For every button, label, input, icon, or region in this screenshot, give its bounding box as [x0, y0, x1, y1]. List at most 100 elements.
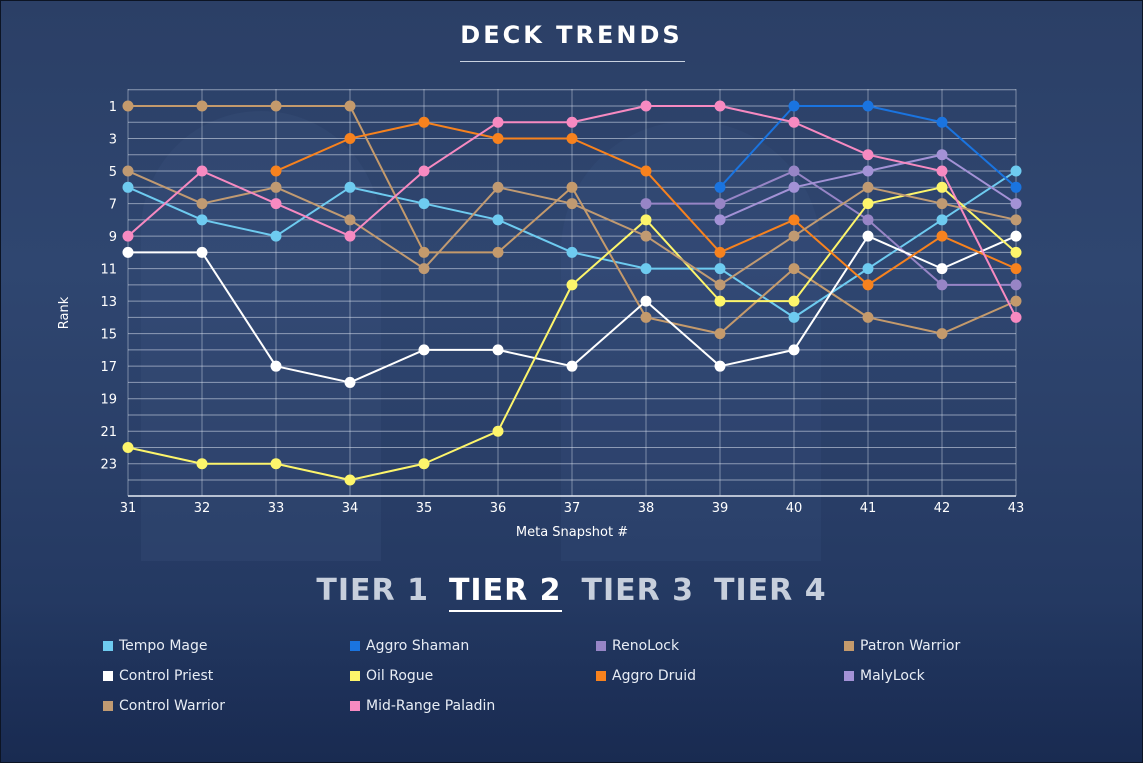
legend-item[interactable]: Oil Rogue: [350, 667, 433, 685]
data-point[interactable]: [566, 116, 578, 128]
legend-item[interactable]: Aggro Shaman: [350, 637, 469, 655]
data-point[interactable]: [936, 149, 948, 161]
legend-item[interactable]: Control Warrior: [103, 697, 225, 715]
data-point[interactable]: [714, 198, 726, 210]
data-point[interactable]: [714, 360, 726, 372]
data-point[interactable]: [862, 263, 874, 275]
data-point[interactable]: [418, 198, 430, 210]
data-point[interactable]: [122, 246, 134, 258]
data-point[interactable]: [1010, 295, 1022, 307]
data-point[interactable]: [1010, 214, 1022, 226]
data-point[interactable]: [566, 246, 578, 258]
data-point[interactable]: [418, 116, 430, 128]
data-point[interactable]: [122, 181, 134, 193]
data-point[interactable]: [270, 100, 282, 112]
data-point[interactable]: [936, 181, 948, 193]
data-point[interactable]: [492, 116, 504, 128]
data-point[interactable]: [714, 295, 726, 307]
data-point[interactable]: [788, 311, 800, 323]
legend-item[interactable]: Aggro Druid: [596, 667, 696, 685]
data-point[interactable]: [936, 328, 948, 340]
data-point[interactable]: [566, 181, 578, 193]
data-point[interactable]: [492, 133, 504, 145]
data-point[interactable]: [122, 441, 134, 453]
data-point[interactable]: [788, 295, 800, 307]
data-point[interactable]: [270, 230, 282, 242]
data-point[interactable]: [418, 458, 430, 470]
data-point[interactable]: [270, 198, 282, 210]
data-point[interactable]: [936, 165, 948, 177]
data-point[interactable]: [788, 116, 800, 128]
data-point[interactable]: [1010, 230, 1022, 242]
data-point[interactable]: [196, 100, 208, 112]
data-point[interactable]: [640, 263, 652, 275]
data-point[interactable]: [862, 311, 874, 323]
data-point[interactable]: [862, 181, 874, 193]
legend-item[interactable]: MalyLock: [844, 667, 925, 685]
data-point[interactable]: [196, 458, 208, 470]
data-point[interactable]: [714, 328, 726, 340]
data-point[interactable]: [640, 214, 652, 226]
data-point[interactable]: [936, 279, 948, 291]
data-point[interactable]: [492, 425, 504, 437]
data-point[interactable]: [862, 100, 874, 112]
data-point[interactable]: [344, 214, 356, 226]
legend-item[interactable]: Mid-Range Paladin: [350, 697, 495, 715]
data-point[interactable]: [640, 295, 652, 307]
legend-item[interactable]: Tempo Mage: [103, 637, 207, 655]
data-point[interactable]: [788, 165, 800, 177]
data-point[interactable]: [640, 230, 652, 242]
data-point[interactable]: [1010, 198, 1022, 210]
legend-item[interactable]: Control Priest: [103, 667, 213, 685]
data-point[interactable]: [566, 133, 578, 145]
data-point[interactable]: [196, 214, 208, 226]
data-point[interactable]: [788, 344, 800, 356]
data-point[interactable]: [270, 165, 282, 177]
data-point[interactable]: [862, 165, 874, 177]
data-point[interactable]: [344, 133, 356, 145]
data-point[interactable]: [122, 230, 134, 242]
data-point[interactable]: [788, 230, 800, 242]
data-point[interactable]: [788, 100, 800, 112]
data-point[interactable]: [344, 181, 356, 193]
data-point[interactable]: [788, 263, 800, 275]
data-point[interactable]: [788, 181, 800, 193]
data-point[interactable]: [270, 360, 282, 372]
data-point[interactable]: [714, 263, 726, 275]
data-point[interactable]: [566, 279, 578, 291]
data-point[interactable]: [418, 246, 430, 258]
data-point[interactable]: [566, 198, 578, 210]
data-point[interactable]: [270, 181, 282, 193]
tab-tier-4[interactable]: TIER 4: [714, 573, 827, 608]
data-point[interactable]: [418, 344, 430, 356]
data-point[interactable]: [640, 198, 652, 210]
data-point[interactable]: [344, 474, 356, 486]
tab-tier-1[interactable]: TIER 1: [316, 573, 429, 608]
data-point[interactable]: [936, 263, 948, 275]
data-point[interactable]: [862, 149, 874, 161]
data-point[interactable]: [862, 214, 874, 226]
data-point[interactable]: [492, 181, 504, 193]
data-point[interactable]: [122, 165, 134, 177]
data-point[interactable]: [270, 458, 282, 470]
tab-tier-3[interactable]: TIER 3: [581, 573, 695, 608]
data-point[interactable]: [788, 214, 800, 226]
data-point[interactable]: [1010, 263, 1022, 275]
data-point[interactable]: [492, 246, 504, 258]
data-point[interactable]: [714, 279, 726, 291]
data-point[interactable]: [196, 198, 208, 210]
data-point[interactable]: [936, 116, 948, 128]
data-point[interactable]: [1010, 246, 1022, 258]
tab-tier-2[interactable]: TIER 2: [448, 573, 562, 612]
data-point[interactable]: [492, 214, 504, 226]
data-point[interactable]: [344, 230, 356, 242]
data-point[interactable]: [1010, 165, 1022, 177]
data-point[interactable]: [344, 376, 356, 388]
data-point[interactable]: [566, 360, 578, 372]
data-point[interactable]: [344, 100, 356, 112]
data-point[interactable]: [1010, 181, 1022, 193]
data-point[interactable]: [196, 165, 208, 177]
data-point[interactable]: [418, 263, 430, 275]
data-point[interactable]: [862, 279, 874, 291]
data-point[interactable]: [122, 100, 134, 112]
